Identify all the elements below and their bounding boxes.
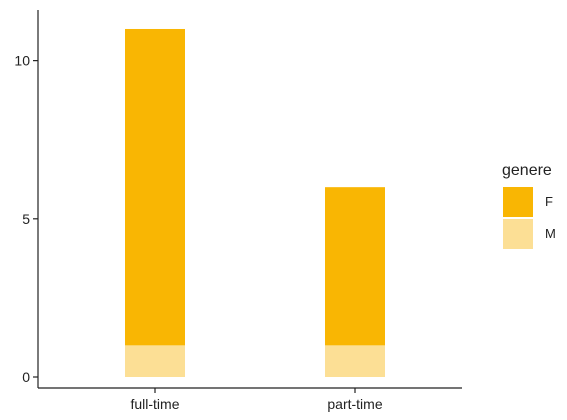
y-tick-label: 5 [22,211,30,227]
legend-items: FM [503,187,556,249]
y-axis: 0 5 10 [14,10,39,388]
legend-title: genere [502,162,552,179]
x-tick-label-full-time: full-time [130,396,179,412]
bar-full-time-M [125,345,185,377]
legend-swatch-F [503,187,533,217]
bars-group [125,28,385,377]
x-ticks: full-time part-time [130,388,383,412]
y-tick-label: 0 [22,369,30,385]
legend-label-M: M [545,226,556,241]
x-axis: full-time part-time [38,387,462,412]
legend-swatch-M [503,219,533,249]
legend: genere FM [502,162,556,249]
legend-label-F: F [545,194,553,209]
bar-part-time-F [325,187,385,346]
bar-full-time-F [125,28,185,346]
bar-part-time-M [325,345,385,377]
y-tick-label: 10 [14,53,30,69]
x-tick-label-part-time: part-time [327,396,382,412]
y-ticks: 0 5 10 [14,53,38,385]
